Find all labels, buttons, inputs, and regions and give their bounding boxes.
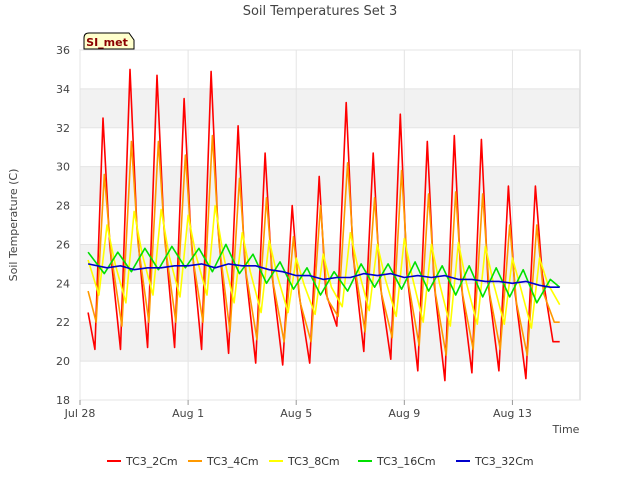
x-axis-ticks: Jul 28 Aug 1 Aug 5 Aug 9 Aug 13 bbox=[64, 400, 532, 420]
x-axis-label: Time bbox=[552, 423, 580, 436]
legend-label: TC3_16Cm bbox=[376, 455, 436, 468]
station-badge: SI_met bbox=[83, 32, 135, 50]
legend-label: TC3_32Cm bbox=[474, 455, 534, 468]
y-tick-label: 18 bbox=[56, 394, 70, 407]
y-tick-label: 30 bbox=[56, 161, 70, 174]
y-tick-label: 20 bbox=[56, 355, 70, 368]
x-tick-label: Aug 9 bbox=[388, 407, 420, 420]
legend-item: TC3_8Cm bbox=[269, 455, 340, 468]
legend-item: TC3_4Cm bbox=[188, 455, 259, 468]
y-tick-label: 26 bbox=[56, 238, 70, 251]
x-tick-label: Aug 5 bbox=[280, 407, 312, 420]
y-tick-label: 34 bbox=[56, 83, 70, 96]
gridlines bbox=[79, 49, 580, 401]
y-tick-label: 36 bbox=[56, 44, 70, 57]
series-line-tc3-32cm bbox=[87, 263, 560, 289]
legend-item: TC3_16Cm bbox=[358, 455, 436, 468]
y-tick-label: 28 bbox=[56, 200, 70, 213]
y-axis-label: Soil Temperature (C) bbox=[7, 169, 20, 282]
x-tick-label: Aug 13 bbox=[493, 407, 532, 420]
band bbox=[80, 88, 580, 128]
x-tick-label: Aug 1 bbox=[172, 407, 204, 420]
legend-item: TC3_32Cm bbox=[456, 455, 534, 468]
legend-label: TC3_8Cm bbox=[287, 455, 340, 468]
series-lines bbox=[87, 68, 561, 382]
station-badge-label: SI_met bbox=[86, 36, 128, 49]
plot-background-bands bbox=[80, 50, 580, 400]
legend: TC3_2Cm TC3_4Cm TC3_8Cm TC3_16Cm TC3_32Cm bbox=[107, 455, 534, 468]
legend-label: TC3_2Cm bbox=[125, 455, 178, 468]
y-tick-label: 24 bbox=[56, 277, 70, 290]
series-line-tc3-8cm bbox=[87, 204, 561, 329]
y-tick-label: 22 bbox=[56, 316, 70, 329]
band bbox=[80, 244, 580, 284]
band bbox=[80, 322, 580, 362]
x-tick-label: Jul 28 bbox=[64, 407, 96, 420]
y-tick-label: 32 bbox=[56, 122, 70, 135]
legend-item: TC3_2Cm bbox=[107, 455, 178, 468]
legend-label: TC3_4Cm bbox=[206, 455, 259, 468]
series-line-tc3-16cm bbox=[87, 243, 561, 304]
y-axis-ticks: 18 20 22 24 26 28 30 32 34 36 bbox=[56, 44, 70, 407]
chart-title: Soil Temperatures Set 3 bbox=[243, 4, 398, 19]
